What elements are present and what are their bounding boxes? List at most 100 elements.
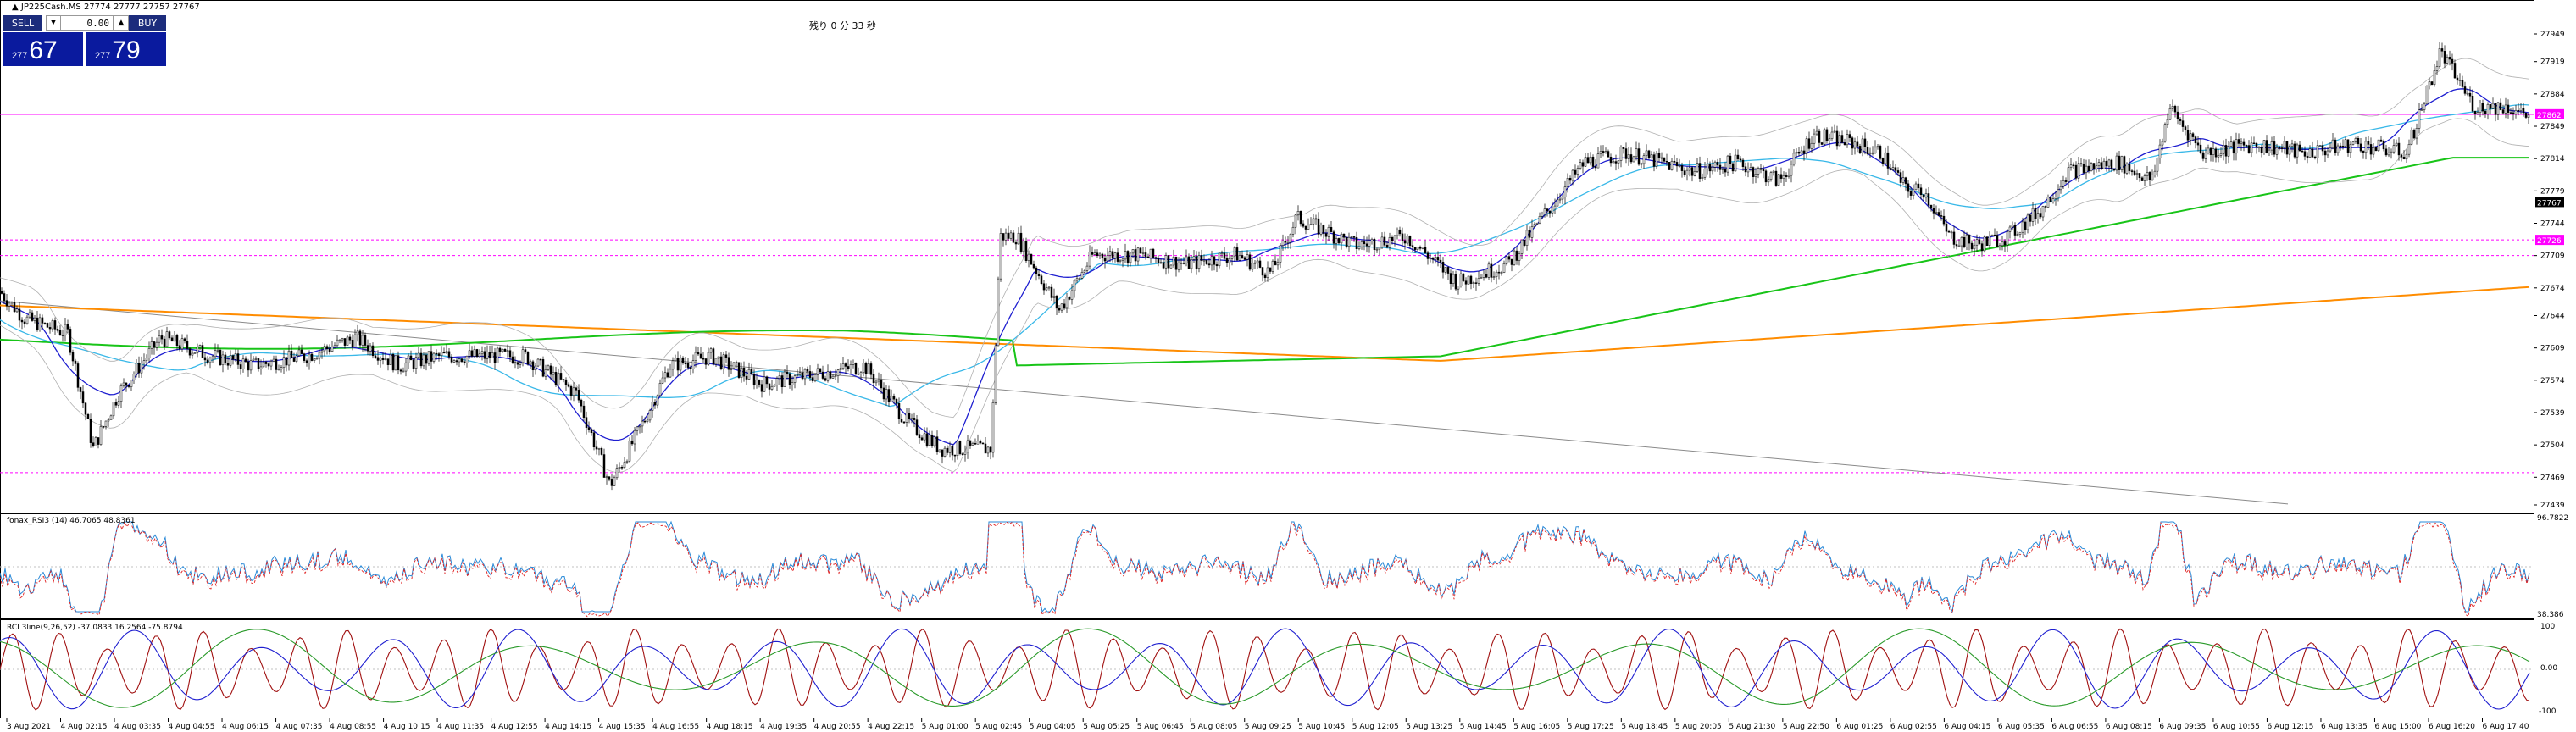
candle-body	[1121, 258, 1124, 261]
candle-body	[564, 379, 568, 385]
candle-body	[2280, 147, 2284, 149]
candle-body	[1208, 263, 1211, 266]
candle-body	[2163, 124, 2167, 142]
candle-body	[1830, 131, 1834, 139]
candle-body	[2156, 158, 2159, 172]
chevron-up-icon[interactable]: ▲	[114, 15, 129, 30]
sell-button[interactable]: SELL	[3, 15, 42, 30]
candle-body	[1319, 225, 1323, 235]
candle-body	[264, 361, 268, 364]
buy-price[interactable]: 277 79	[86, 32, 166, 66]
candle-body	[2268, 149, 2271, 153]
time-axis-label: 5 Aug 12:05	[1352, 723, 1399, 731]
candle-body	[107, 419, 110, 422]
candle-body	[2420, 109, 2423, 111]
candle-body	[722, 354, 725, 369]
candle-body	[2224, 145, 2228, 157]
candle-body	[1177, 262, 1180, 270]
candle-body	[2041, 206, 2045, 218]
candle-body	[1538, 216, 1541, 224]
time-axis-label: 5 Aug 17:25	[1568, 723, 1614, 731]
rci-panel[interactable]	[0, 628, 2534, 711]
candle-body	[1378, 247, 1381, 250]
candle-body	[28, 312, 31, 318]
candle-body	[1973, 244, 1976, 250]
volume-field[interactable]: ▼ 0.00	[46, 15, 114, 30]
candle-body	[1131, 249, 1135, 254]
candle-body	[2217, 155, 2220, 158]
candle-body	[1261, 267, 1264, 276]
candle-body	[242, 358, 245, 369]
rsi-panel[interactable]	[0, 520, 2534, 618]
candle-body	[1937, 212, 1940, 216]
candle-body	[2415, 128, 2418, 139]
candle-body	[1874, 147, 1877, 153]
candle-body	[2425, 86, 2429, 105]
candle-body	[808, 371, 812, 378]
candle-body	[407, 355, 410, 363]
candle-body	[1683, 170, 1686, 175]
candle-body	[1055, 295, 1058, 308]
candle-body	[2395, 142, 2398, 146]
candle-body	[2402, 157, 2406, 160]
candle-body	[958, 441, 962, 454]
candle-body	[1612, 161, 1615, 164]
candle-body	[1141, 252, 1145, 254]
candle-body	[1299, 211, 1302, 225]
candle-body	[1675, 162, 1679, 167]
candle-body	[2107, 159, 2111, 167]
candle-body	[1497, 271, 1501, 274]
collapse-triangle-icon[interactable]: ▲	[12, 3, 19, 12]
candle-body	[1421, 247, 1424, 249]
candle-body	[2011, 225, 2014, 228]
candle-body	[755, 380, 758, 385]
candle-body	[2336, 145, 2340, 153]
candle-body	[2364, 141, 2368, 153]
candle-body	[320, 350, 324, 353]
candle-body	[580, 399, 583, 407]
candle-body	[1408, 236, 1412, 246]
candle-body	[376, 357, 380, 361]
candle-body	[1914, 183, 1918, 191]
candle-body	[1901, 177, 1905, 183]
candle-body	[478, 353, 481, 358]
candle-body	[2275, 147, 2279, 155]
main-price-panel[interactable]	[0, 42, 2534, 505]
candle-body	[1276, 262, 1280, 266]
time-axis-label: 5 Aug 04:05	[1030, 723, 1076, 731]
price-axis-label: 27779	[2540, 187, 2565, 196]
time-axis-label: 6 Aug 09:35	[2159, 723, 2206, 731]
candle-body	[1248, 254, 1252, 270]
candle-body	[2384, 148, 2388, 156]
candle-body	[33, 317, 36, 321]
candle-body	[1464, 280, 1468, 285]
candle-body	[1235, 247, 1239, 261]
time-axis-label: 4 Aug 22:15	[868, 723, 914, 731]
candle-body	[1210, 256, 1213, 266]
candle-body	[2435, 66, 2439, 71]
buy-button[interactable]: BUY	[129, 15, 166, 30]
candle-body	[679, 357, 682, 371]
sell-price[interactable]: 277 67	[3, 32, 83, 66]
candle-body	[1599, 151, 1602, 154]
candle-body	[1520, 239, 1524, 254]
candle-body	[2069, 164, 2073, 168]
candle-body	[1861, 138, 1864, 153]
candle-body	[1380, 236, 1384, 248]
candle-body	[61, 335, 64, 336]
candle-body	[582, 405, 586, 418]
candle-body	[1576, 168, 1579, 175]
candle-body	[1863, 138, 1867, 147]
candle-body	[2257, 147, 2261, 149]
volume-value[interactable]: 0.00	[86, 17, 110, 29]
candle-body	[1963, 236, 1966, 247]
candle-body	[2486, 103, 2490, 114]
chevron-down-icon[interactable]: ▼	[47, 16, 61, 30]
candle-body	[2105, 160, 2108, 167]
candle-body	[559, 373, 563, 380]
band-upper-line	[0, 58, 2530, 419]
candle-body	[1139, 247, 1142, 254]
candle-body	[259, 366, 263, 369]
candle-body	[590, 429, 593, 433]
